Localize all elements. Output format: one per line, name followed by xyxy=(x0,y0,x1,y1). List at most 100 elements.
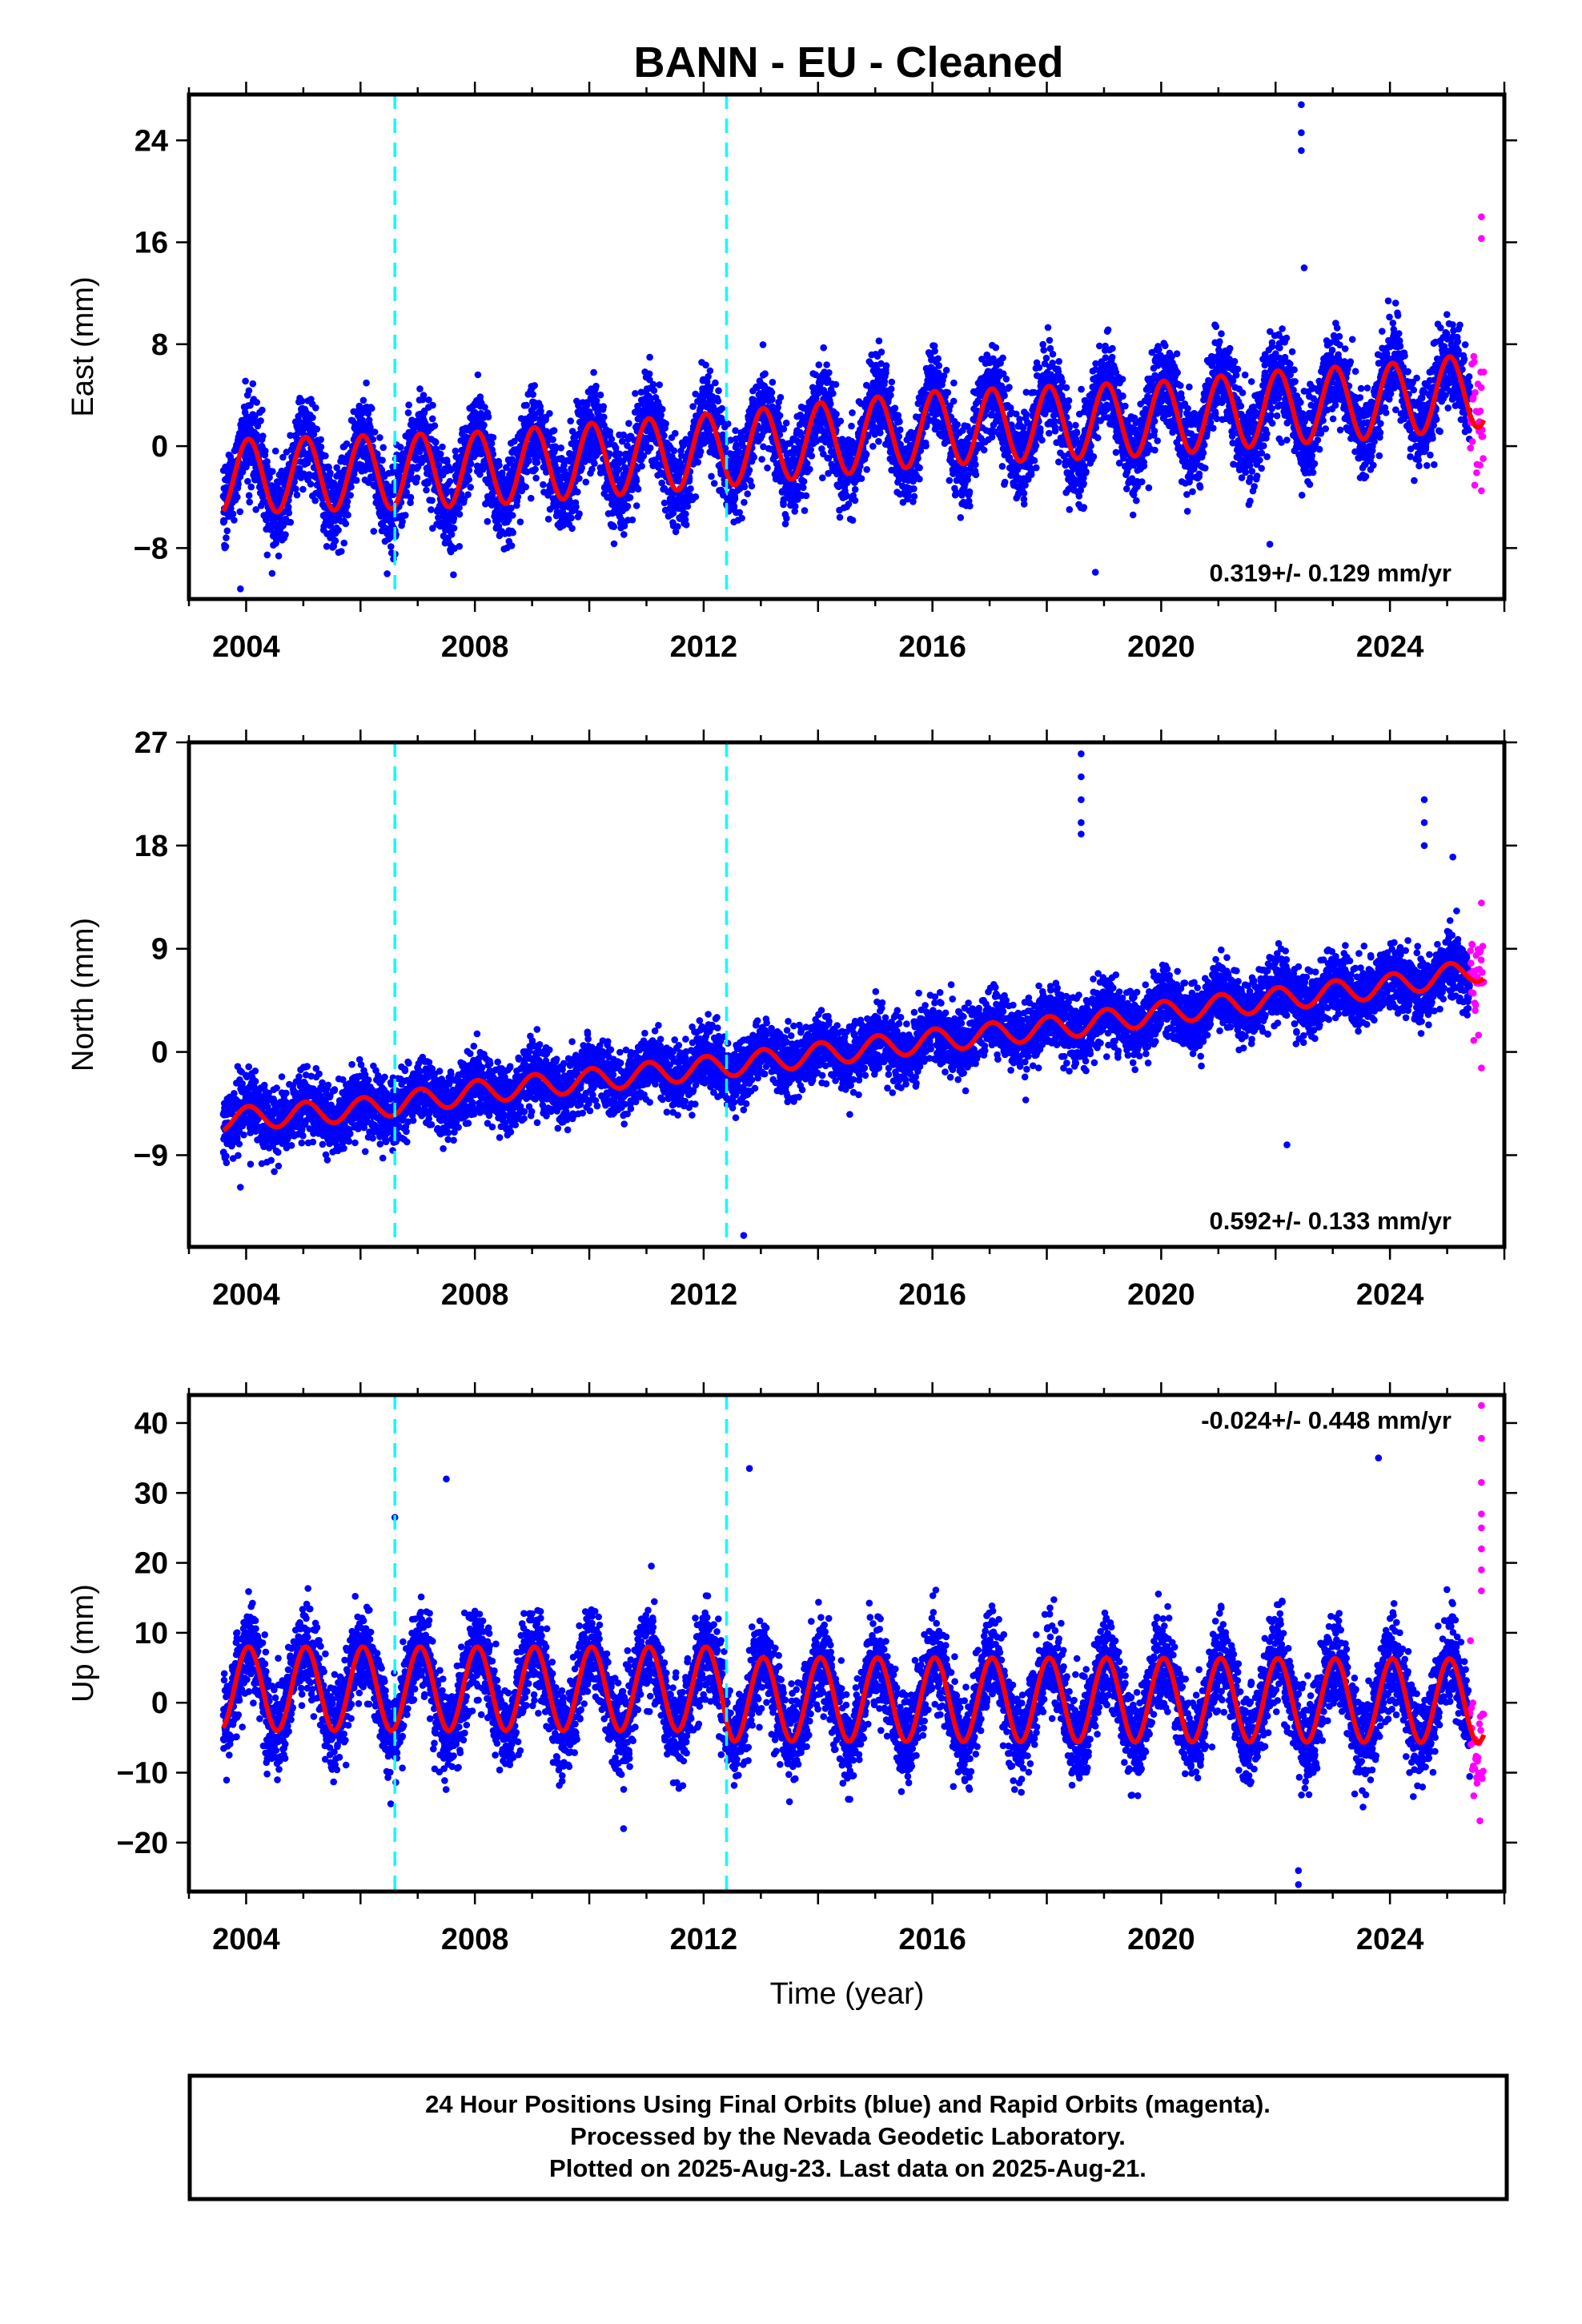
final-orbit-point xyxy=(239,468,247,476)
final-orbit-point xyxy=(529,391,536,398)
final-orbit-point xyxy=(229,510,237,517)
final-orbit-point xyxy=(464,491,472,498)
final-orbit-point xyxy=(404,409,412,416)
final-orbit-point xyxy=(692,493,700,501)
final-orbit-point xyxy=(646,353,653,361)
final-orbit-point xyxy=(249,380,257,388)
final-orbit-point xyxy=(467,460,475,468)
final-orbit-point xyxy=(364,410,372,417)
final-orbit-point xyxy=(353,476,360,485)
final-orbit-point xyxy=(568,525,576,533)
final-orbit-point xyxy=(738,514,745,522)
final-orbit-point xyxy=(282,531,289,538)
final-orbit-point xyxy=(600,413,608,421)
final-orbit-point xyxy=(582,478,590,486)
final-orbit-point xyxy=(223,527,231,535)
final-orbit-point xyxy=(533,459,541,466)
final-orbit-point xyxy=(435,461,443,469)
final-orbit-point xyxy=(628,516,636,524)
final-orbit-point xyxy=(448,531,456,538)
final-orbit-point xyxy=(269,468,276,475)
final-orbit-point xyxy=(710,480,718,487)
final-orbit-point xyxy=(744,490,751,497)
final-orbit-point xyxy=(910,485,917,493)
final-orbit-point xyxy=(514,493,522,501)
final-orbit-point xyxy=(715,387,722,395)
final-orbit-point xyxy=(484,517,492,525)
final-orbit-point xyxy=(837,417,845,425)
final-orbit-point xyxy=(624,502,632,510)
final-orbit-point xyxy=(343,440,351,448)
final-orbit-point xyxy=(634,485,642,493)
final-orbit-point xyxy=(299,485,307,493)
final-orbit-point xyxy=(851,497,859,505)
final-orbit-point xyxy=(661,432,668,440)
final-orbit-point xyxy=(972,460,979,468)
final-orbit-point xyxy=(259,432,267,440)
final-orbit-point xyxy=(863,466,870,473)
final-orbit-point xyxy=(616,450,624,458)
final-orbit-point xyxy=(999,354,1006,362)
final-orbit-point xyxy=(388,468,396,476)
final-orbit-point xyxy=(527,494,535,502)
final-orbit-point xyxy=(489,434,497,441)
final-orbit-point xyxy=(922,442,930,450)
final-orbit-point xyxy=(220,517,228,525)
final-orbit-point xyxy=(954,420,961,428)
final-orbit-point xyxy=(268,482,275,489)
final-orbit-point xyxy=(972,471,980,479)
final-orbit-point xyxy=(769,379,777,386)
final-orbit-point xyxy=(363,379,370,387)
final-orbit-point xyxy=(877,348,885,356)
final-orbit-point xyxy=(638,462,645,470)
final-orbit-point xyxy=(1001,478,1009,486)
final-orbit-point xyxy=(509,529,516,537)
final-orbit-point xyxy=(467,484,474,491)
final-orbit-point xyxy=(465,476,472,483)
final-orbit-point xyxy=(251,412,259,420)
final-orbit-point xyxy=(672,429,679,437)
final-orbit-point xyxy=(600,403,607,410)
final-orbit-point xyxy=(724,420,732,428)
final-orbit-point xyxy=(745,466,753,474)
final-orbit-point xyxy=(532,465,539,473)
final-orbit-point xyxy=(397,444,404,451)
final-orbit-point xyxy=(662,420,669,428)
final-orbit-point xyxy=(702,361,709,369)
final-orbit-point xyxy=(950,379,958,387)
final-orbit-point xyxy=(253,399,261,406)
final-orbit-point xyxy=(819,474,826,481)
final-orbit-point xyxy=(777,393,785,401)
final-orbit-point xyxy=(557,444,564,452)
final-orbit-point xyxy=(682,521,690,529)
final-orbit-point xyxy=(768,388,776,396)
final-orbit-point xyxy=(783,514,790,522)
final-orbit-point xyxy=(379,456,386,464)
final-orbit-point xyxy=(992,344,1000,352)
final-orbit-point xyxy=(684,503,692,510)
final-orbit-point xyxy=(935,362,943,369)
final-orbit-point xyxy=(257,417,264,424)
final-orbit-point xyxy=(606,428,613,436)
final-orbit-point xyxy=(869,443,877,450)
final-orbit-point xyxy=(405,401,412,409)
final-orbit-point xyxy=(245,492,253,499)
final-orbit-point xyxy=(550,427,558,434)
final-orbit-point xyxy=(650,387,658,395)
final-orbit-point xyxy=(694,458,701,466)
final-orbit-point xyxy=(825,369,833,376)
final-orbit-point xyxy=(331,537,339,545)
final-orbit-point xyxy=(537,408,544,415)
final-orbit-point xyxy=(897,426,904,433)
final-orbit-point xyxy=(645,370,653,378)
final-orbit-point xyxy=(596,391,604,399)
final-orbit-point xyxy=(231,517,238,524)
final-orbit-point xyxy=(450,571,457,578)
final-orbit-point xyxy=(807,446,814,453)
final-orbit-point xyxy=(761,370,769,378)
final-orbit-point xyxy=(970,455,978,462)
final-orbit-point xyxy=(263,551,271,559)
final-orbit-point xyxy=(450,525,458,532)
final-orbit-point xyxy=(944,388,952,396)
